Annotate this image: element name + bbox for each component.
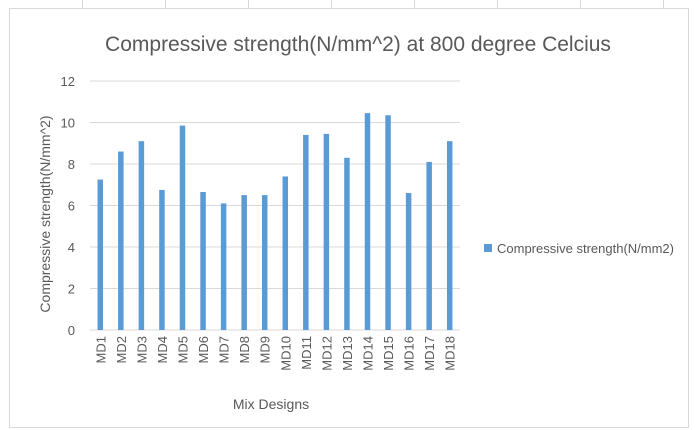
x-tick-label: MD9 [258,336,273,363]
x-tick-label: MD16 [402,336,417,371]
y-tick-label: 2 [68,282,75,297]
chart-title: Compressive strength(N/mm^2) at 800 degr… [105,33,611,56]
bar-md6[interactable] [200,192,206,330]
bar-md18[interactable] [446,141,453,330]
bar-md2[interactable] [118,151,124,330]
y-tick-label: 0 [68,323,75,338]
sheet-gridline [248,0,249,8]
x-tick-label: MD12 [319,336,334,371]
bar-md9[interactable] [261,195,268,330]
bar-md11[interactable] [303,134,309,330]
legend: Compressive strength(N/mm2) [484,241,674,256]
legend-label: Compressive strength(N/mm2) [497,241,674,256]
x-tick-label: MD17 [422,336,437,371]
bar-md7[interactable] [220,203,227,330]
bar-md3[interactable] [138,141,145,330]
x-tick-label: MD14 [361,336,376,371]
bars [97,113,453,330]
legend-swatch [484,244,492,252]
x-tick-label: MD1 [93,336,108,363]
bar-md5[interactable] [179,125,186,330]
y-axis-ticks: 0 2 4 6 8 10 12 [61,74,75,338]
y-tick-label: 10 [61,116,75,131]
x-tick-label: MD10 [278,336,293,371]
bar-md1[interactable] [97,179,104,330]
sheet-gridline [414,0,415,8]
x-tick-label: MD18 [443,336,458,371]
x-tick-label: MD11 [299,336,314,370]
x-tick-label: MD4 [155,336,170,363]
bar-md12[interactable] [323,133,330,330]
bar-md17[interactable] [426,161,432,330]
y-axis-title: Compressive strength(N/mm^2) [37,115,53,312]
y-tick-label: 8 [68,157,75,172]
sheet-gridline [497,0,498,8]
gridlines [90,80,460,331]
bar-md14[interactable] [364,113,371,330]
sheet-gridline [82,0,83,8]
x-tick-label: MD15 [381,336,396,371]
sheet-gridline [663,0,664,8]
bar-md4[interactable] [159,189,165,330]
x-axis-title: Mix Designs [233,396,309,412]
y-tick-label: 12 [61,74,75,89]
sheet-gridline [165,0,166,8]
sheet-gridline [580,0,581,8]
x-tick-label: MD2 [114,336,129,363]
bar-md13[interactable] [344,157,350,330]
x-tick-label: MD5 [176,336,191,363]
x-tick-label: MD8 [237,336,252,363]
bar-md16[interactable] [405,193,412,330]
x-tick-label: MD7 [217,336,232,363]
x-axis-ticks: MD1 MD2 MD3 MD4 MD5 MD6 MD7 MD8 MD9 MD10 MD11 MD12 M… [93,336,457,371]
x-tick-label: MD6 [196,336,211,363]
x-tick-label: MD13 [340,336,355,371]
y-tick-label: 6 [68,199,75,214]
bar-md10[interactable] [282,176,289,330]
y-tick-label: 4 [68,240,75,255]
bar-md15[interactable] [385,115,391,330]
sheet-gridline [331,0,332,8]
bar-md8[interactable] [241,195,247,330]
x-tick-label: MD3 [134,336,149,363]
